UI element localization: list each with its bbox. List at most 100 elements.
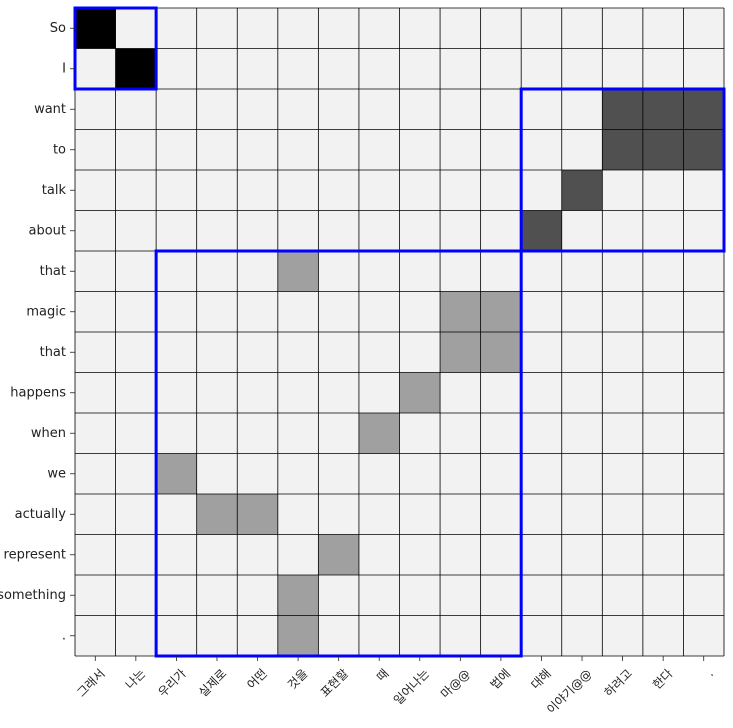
heatmap-cell (602, 251, 643, 292)
y-tick-label: represent (4, 547, 66, 562)
heatmap-cell (683, 494, 724, 535)
heatmap-cell (115, 89, 157, 130)
heatmap-cell (642, 251, 684, 292)
x-tick-label: 그래서 (74, 666, 107, 699)
heatmap-cell (358, 210, 400, 251)
heatmap-cell-filled (399, 372, 441, 413)
heatmap-cell (399, 251, 441, 292)
heatmap-cell (440, 372, 481, 413)
heatmap-cell (561, 129, 603, 170)
heatmap-cell-filled (602, 89, 643, 130)
heatmap-cell (277, 372, 319, 413)
heatmap-cell (440, 494, 481, 535)
heatmap-cell (642, 8, 684, 49)
heatmap-cell (318, 332, 359, 373)
heatmap-cell (521, 89, 562, 130)
heatmap-cell (399, 48, 441, 89)
heatmap-cell (521, 8, 562, 49)
heatmap-cell (156, 575, 197, 616)
heatmap-cell (156, 372, 197, 413)
heatmap-cell (440, 48, 481, 89)
heatmap-cell (399, 534, 441, 575)
heatmap-cell (75, 251, 116, 292)
heatmap-cell (480, 210, 522, 251)
heatmap-cell (683, 615, 724, 656)
heatmap-cell (561, 372, 603, 413)
heatmap-cell (75, 494, 116, 535)
heatmap-cell (156, 170, 197, 211)
heatmap-cell (399, 210, 441, 251)
heatmap-cell (196, 291, 238, 332)
phrase-box (519, 87, 726, 253)
heatmap-cell-filled (480, 291, 522, 332)
heatmap-cell (642, 615, 684, 656)
heatmap-cell (358, 494, 400, 535)
heatmap-cell (156, 251, 197, 292)
heatmap-cell (237, 129, 278, 170)
heatmap-cell (156, 332, 197, 373)
heatmap-cell (480, 494, 522, 535)
heatmap-cell (318, 89, 359, 130)
heatmap-cell (75, 615, 116, 656)
heatmap-cell (196, 129, 238, 170)
heatmap-cell (480, 615, 522, 656)
heatmap-cell (683, 8, 724, 49)
heatmap-cell (521, 48, 562, 89)
heatmap-cell (277, 210, 319, 251)
heatmap-cell (358, 332, 400, 373)
y-tick-label: talk (42, 183, 67, 198)
heatmap-cell-filled (642, 129, 684, 170)
heatmap-cell (115, 575, 157, 616)
heatmap-cell (156, 89, 197, 130)
x-tick-label: 한다 (650, 666, 676, 692)
heatmap-cell (521, 494, 562, 535)
heatmap-cell (75, 129, 116, 170)
heatmap-cell (277, 8, 319, 49)
heatmap-cell (642, 210, 684, 251)
x-tick-label: 나는 (123, 666, 149, 692)
heatmap-cell (318, 615, 359, 656)
x-tick-label: 하려고 (602, 666, 635, 699)
heatmap-cell (399, 89, 441, 130)
heatmap-cell (358, 8, 400, 49)
heatmap-cell (277, 494, 319, 535)
heatmap-cell-filled (277, 615, 319, 656)
heatmap-cell (440, 170, 481, 211)
heatmap-cell (318, 8, 359, 49)
heatmap-cell (196, 453, 238, 494)
heatmap-cell (318, 494, 359, 535)
heatmap-cell (75, 48, 116, 89)
heatmap-cell (196, 170, 238, 211)
heatmap-cell (521, 291, 562, 332)
heatmap-cell (683, 534, 724, 575)
heatmap-cell (440, 251, 481, 292)
heatmap-cell (642, 413, 684, 454)
heatmap-cell (480, 251, 522, 292)
y-tick-label: I (62, 61, 66, 76)
heatmap-cell (75, 332, 116, 373)
heatmap-cell (318, 291, 359, 332)
heatmap-cell (480, 8, 522, 49)
heatmap-cell (602, 453, 643, 494)
y-tick-label: want (34, 102, 66, 117)
y-tick-label: actually (15, 507, 67, 522)
heatmap-cell-filled (683, 89, 724, 130)
heatmap-cell (358, 251, 400, 292)
heatmap-cell (196, 48, 238, 89)
heatmap-cell (237, 8, 278, 49)
heatmap-cell (561, 534, 603, 575)
heatmap-cell (399, 129, 441, 170)
heatmap-cell (399, 413, 441, 454)
heatmap-cell (277, 129, 319, 170)
heatmap-cell (115, 8, 157, 49)
heatmap-cell (561, 291, 603, 332)
heatmap-cell (358, 291, 400, 332)
heatmap-cell (318, 251, 359, 292)
heatmap-cell (440, 413, 481, 454)
heatmap-cell (399, 453, 441, 494)
heatmap-cell (602, 332, 643, 373)
heatmap-cell (683, 453, 724, 494)
heatmap-cell (561, 210, 603, 251)
heatmap-cell (75, 210, 116, 251)
